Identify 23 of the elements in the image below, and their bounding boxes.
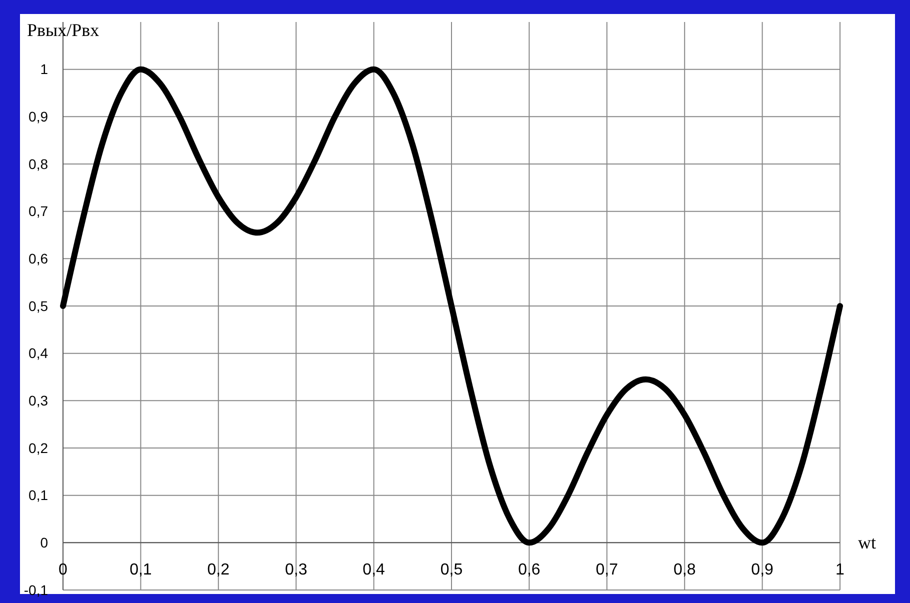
y-tick-label: 0,3: [28, 392, 48, 409]
y-tick-label: 0,8: [28, 156, 48, 172]
x-tick-label: 0,4: [362, 562, 386, 579]
x-axis-title: wt: [858, 532, 876, 553]
y-tick-label: 0,7: [28, 203, 48, 220]
x-tick-label: 0,2: [207, 562, 230, 579]
x-tick-label: 1: [836, 562, 845, 579]
x-tick-label: 0,8: [673, 562, 696, 579]
y-tick-label: 1: [40, 61, 48, 78]
y-tick-label: 0,6: [28, 250, 48, 267]
x-tick-label: 0,1: [130, 562, 152, 579]
y-tick-label: 0,1: [28, 487, 48, 504]
y-tick-label: 0,9: [28, 108, 48, 125]
y-tick-label: 0,2: [28, 440, 48, 456]
x-tick-label: 0,3: [284, 562, 308, 579]
x-tick-label: 0,6: [518, 562, 540, 579]
y-tick-label: 0,4: [28, 345, 48, 362]
x-tick-label: 0,7: [596, 562, 618, 579]
y-tick-label: 0,5: [28, 298, 48, 314]
y-tick-label: 0: [40, 534, 48, 551]
x-tick-label: 0,9: [751, 562, 774, 579]
x-tick-label: 0,5: [440, 562, 463, 579]
y-tick-label: -0,1: [24, 582, 48, 598]
